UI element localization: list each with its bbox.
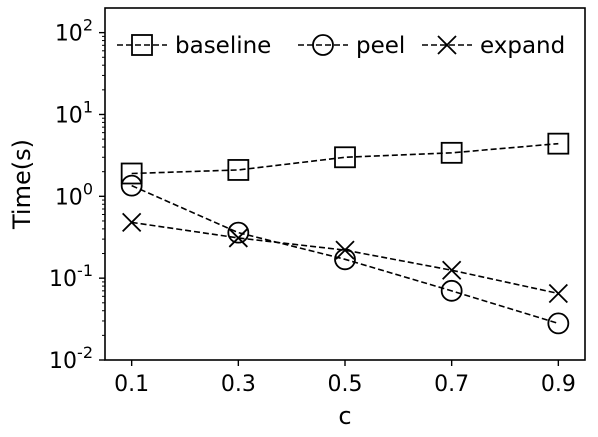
data-point-baseline (120, 162, 143, 185)
y-axis: 10-2 10-1 100 101 102 (49, 16, 105, 374)
x-tick-label: 0.3 (221, 372, 256, 397)
x-tick-label: 0.5 (328, 372, 363, 397)
x-axis: 0.1 0.3 0.5 0.7 0.9 (114, 360, 576, 397)
data-point-expand (442, 260, 462, 280)
y-tick-label: 10-1 (49, 261, 93, 292)
x-axis-label: c (338, 402, 351, 430)
y-tick-label: 10-2 (49, 343, 93, 374)
y-tick-label: 100 (55, 179, 93, 210)
series-line-peel (131, 184, 559, 325)
x-tick-label: 0.7 (434, 372, 469, 397)
data-point-peel (547, 312, 570, 335)
series-peel (120, 174, 570, 335)
data-point-expand (122, 212, 142, 233)
y-tick-label: 101 (55, 97, 93, 128)
legend-item-baseline: baseline (117, 33, 271, 59)
data-point-baseline (440, 141, 463, 164)
x-tick-label: 0.9 (541, 372, 576, 397)
legend-marker-circle (312, 34, 334, 56)
data-point-baseline (227, 159, 250, 181)
series-line-baseline (131, 142, 559, 175)
data-point-peel (227, 221, 250, 244)
data-point-peel (120, 174, 143, 197)
data-point-baseline (334, 146, 356, 169)
legend-label: baseline (175, 33, 271, 59)
data-point-peel (440, 279, 463, 302)
legend-label: peel (356, 33, 405, 59)
data-point-baseline (547, 132, 570, 155)
legend-marker-square (131, 34, 153, 56)
legend-item-expand: expand (422, 33, 565, 59)
plot-frame (104, 7, 586, 361)
data-point-expand (335, 240, 355, 260)
legend-label: expand (480, 33, 565, 59)
legend: baseline peel expand (117, 33, 565, 59)
series-baseline (120, 132, 570, 185)
series-expand (122, 212, 568, 304)
y-tick-label: 102 (55, 16, 93, 47)
x-tick-label: 0.1 (114, 372, 149, 397)
y-axis-label: Time(s) (8, 139, 36, 230)
data-point-expand (548, 283, 568, 304)
data-point-expand (228, 228, 248, 248)
series-layer (120, 132, 570, 335)
legend-marker-x (437, 35, 457, 55)
legend-item-peel: peel (298, 33, 405, 59)
series-line-expand (131, 221, 559, 295)
